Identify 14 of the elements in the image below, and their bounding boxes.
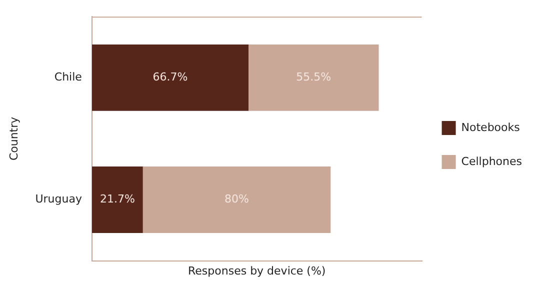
y-tick-label: Chile [54, 70, 82, 84]
data-label: 80% [224, 192, 249, 206]
y-axis-title: Country [7, 116, 20, 161]
x-axis-title: Responses by device (%) [188, 264, 326, 278]
legend-label: Notebooks [461, 120, 520, 134]
bar [92, 44, 248, 111]
bar [248, 44, 379, 111]
bar [142, 166, 331, 233]
bar [92, 166, 143, 233]
y-tick-label: Uruguay [35, 192, 82, 206]
data-label: 55.5% [296, 70, 332, 84]
data-label: 66.7% [152, 70, 188, 84]
legend-label: Cellphones [461, 154, 522, 168]
data-label: 21.7% [100, 192, 135, 206]
